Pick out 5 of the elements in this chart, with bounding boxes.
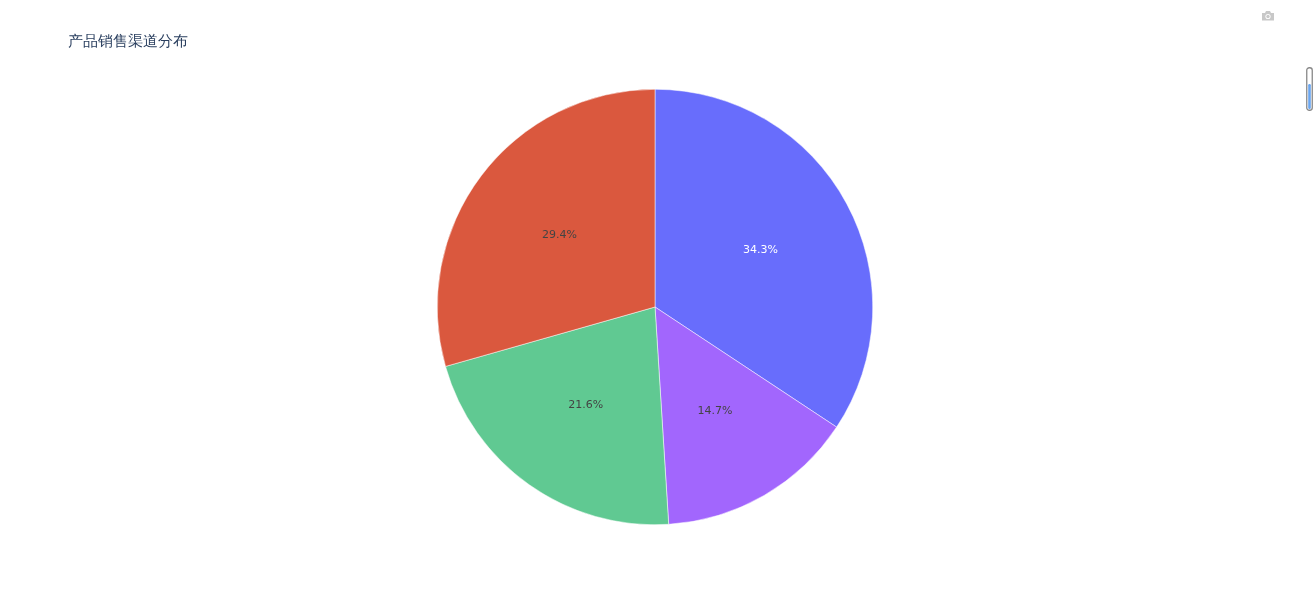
data-label: 34.3% (743, 243, 778, 257)
data-label: 14.7% (697, 403, 733, 417)
data-label: 29.4% (541, 227, 577, 241)
text: 产品销售渠道分布 (68, 32, 188, 51)
data-label: 21.6% (568, 397, 604, 411)
